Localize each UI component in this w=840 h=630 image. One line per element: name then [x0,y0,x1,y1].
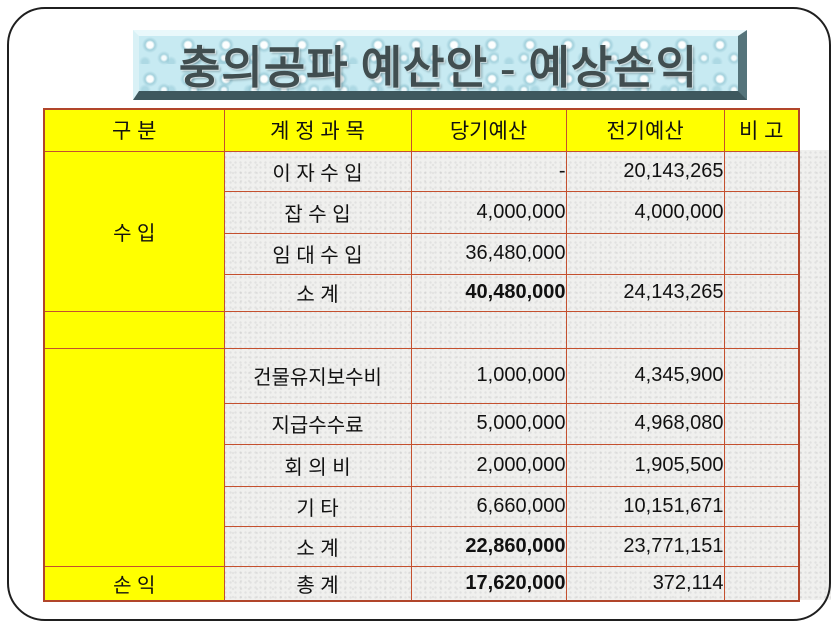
cell-item: 임 대 수 입 [223,232,412,275]
cell-current-budget: 1,000,000 [410,347,567,404]
cell-current-budget-subtotal: 22,860,000 [410,525,567,567]
cell-note [723,190,800,234]
cell-item: 총 계 [223,565,412,602]
table-row: 소 계 22,860,000 23,771,151 [44,525,800,567]
cell-note [723,310,800,349]
cell-item: 이 자 수 입 [223,150,412,192]
header-previous-budget: 전기예산 [565,108,725,152]
cell-note [723,150,800,192]
cell-previous-budget: 4,345,900 [565,347,725,404]
cell-note [723,402,800,445]
header-note: 비 고 [723,108,800,152]
cell-current-budget: 6,660,000 [410,485,567,527]
cell-current-budget-subtotal: 40,480,000 [410,273,567,312]
cell-current-budget-total: 17,620,000 [410,565,567,602]
header-current-budget: 당기예산 [410,108,567,152]
cell-current-budget: 36,480,000 [410,232,567,275]
cell-note [723,273,800,312]
cell-previous-budget: 10,151,671 [565,485,725,527]
cell-note [723,565,800,602]
table-row: 건물유지보수비 1,000,000 4,345,900 [43,347,800,567]
cell-current-budget: 4,000,000 [410,190,567,234]
cell-previous-budget: 1,905,500 [565,443,725,487]
cell-item: 소 계 [223,273,412,312]
budget-table: 구 분 계 정 과 목 당기예산 전기예산 비 고 수 입 이 자 수 입 - … [43,108,800,602]
table-row: 잡 수 입 4,000,000 4,000,000 [44,190,800,234]
cell-item: 건물유지보수비 [223,347,412,404]
cell-previous-budget: 4,000,000 [565,190,725,234]
cell-current-budget [410,310,567,349]
cell-previous-budget: 372,114 [565,565,725,602]
cell-previous-budget: 23,771,151 [565,525,725,567]
cell-item: 회 의 비 [223,443,412,487]
cell-current-budget: 5,000,000 [410,402,567,445]
cell-note [723,485,800,527]
cell-current-budget: - [410,150,567,192]
table-row: 기 타 6,660,000 10,151,671 [44,485,800,527]
cell-item: 잡 수 입 [223,190,412,234]
cell-note [723,525,800,567]
group-income: 수 입 [43,150,225,312]
title-banner: 충의공파 예산안 - 예상손익 [133,30,747,100]
cell-item: 소 계 [223,525,412,567]
cell-previous-budget: 24,143,265 [565,273,725,312]
table-row: 임 대 수 입 36,480,000 [44,232,800,275]
table-row: 수 입 이 자 수 입 - 20,143,265 [43,150,800,312]
cell-note [723,347,800,404]
group-expense [43,347,225,567]
cell-previous-budget [565,310,725,349]
cell-item: 기 타 [223,485,412,527]
group-profit: 손 익 [43,565,225,602]
table-row-blank [43,310,800,349]
cell-previous-budget: 20,143,265 [565,150,725,192]
table-row: 회 의 비 2,000,000 1,905,500 [44,443,800,487]
slide-title: 충의공파 예산안 - 예상손익 [178,43,699,93]
cell-note [723,443,800,487]
cell-note [723,232,800,275]
table-row: 손 익 총 계 17,620,000 372,114 [43,565,800,602]
header-row: 구 분 계 정 과 목 당기예산 전기예산 비 고 [43,108,800,152]
cell-item [223,310,412,349]
cell-item: 지급수수료 [223,402,412,445]
cell-current-budget: 2,000,000 [410,443,567,487]
group-blank [43,310,225,349]
header-category: 구 분 [43,108,225,152]
cell-previous-budget: 4,968,080 [565,402,725,445]
header-account-item: 계 정 과 목 [223,108,412,152]
cell-previous-budget [565,232,725,275]
